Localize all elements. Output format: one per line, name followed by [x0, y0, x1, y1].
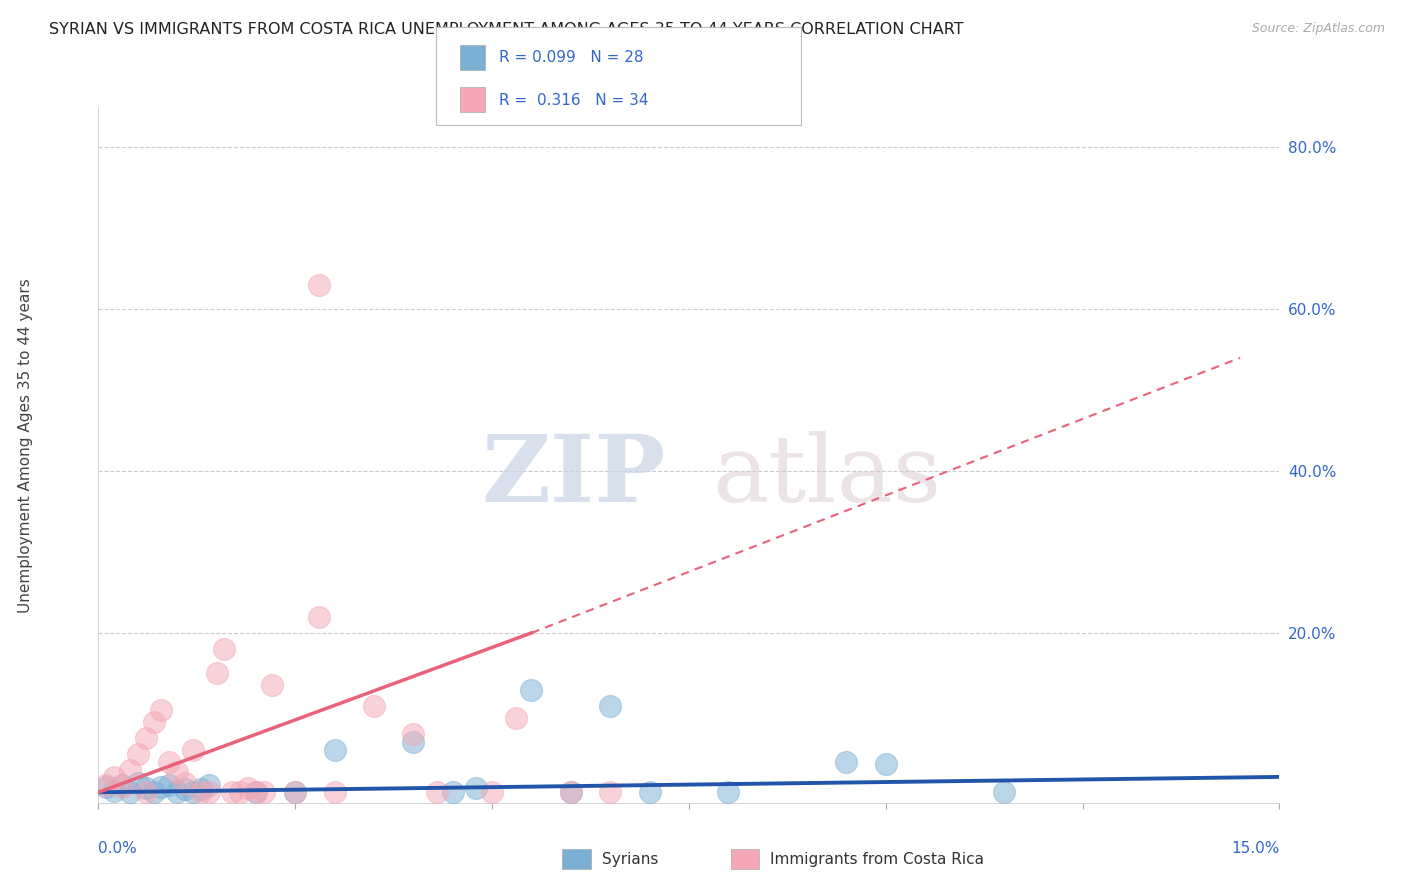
Point [181, 785, 204, 799]
Point [197, 785, 219, 799]
Point [465, 781, 488, 796]
Point [96, 778, 118, 792]
Text: atlas: atlas [713, 431, 942, 521]
Point [520, 682, 543, 697]
Point [260, 678, 283, 692]
Point [638, 785, 661, 799]
Point [150, 780, 173, 794]
Point [127, 775, 149, 789]
Text: 15.0%: 15.0% [1232, 841, 1279, 856]
Point [308, 278, 330, 293]
Point [284, 785, 307, 799]
Point [236, 781, 259, 796]
Text: Unemployment Among Ages 35 to 44 years: Unemployment Among Ages 35 to 44 years [18, 278, 32, 614]
Point [96, 780, 118, 794]
Point [111, 778, 134, 792]
Point [229, 785, 252, 799]
Point [181, 743, 204, 757]
Point [118, 764, 141, 778]
Point [599, 785, 621, 799]
Text: Syrians: Syrians [602, 853, 658, 867]
Point [505, 711, 527, 725]
Point [560, 785, 582, 799]
Point [308, 609, 330, 624]
Point [174, 782, 197, 797]
Point [142, 785, 165, 799]
Point [190, 785, 212, 799]
Point [166, 765, 188, 780]
Point [166, 785, 188, 799]
Point [111, 780, 134, 794]
Point [135, 781, 157, 796]
Point [150, 703, 173, 717]
Point [135, 785, 157, 799]
Point [157, 756, 180, 770]
Text: SYRIAN VS IMMIGRANTS FROM COSTA RICA UNEMPLOYMENT AMONG AGES 35 TO 44 YEARS CORR: SYRIAN VS IMMIGRANTS FROM COSTA RICA UNE… [49, 22, 965, 37]
Point [245, 785, 267, 799]
Point [103, 770, 125, 784]
Point [253, 785, 276, 799]
Point [402, 735, 425, 749]
Text: Immigrants from Costa Rica: Immigrants from Costa Rica [770, 853, 984, 867]
Text: R = 0.099   N = 28: R = 0.099 N = 28 [499, 51, 644, 65]
Point [481, 785, 503, 799]
Point [214, 642, 236, 657]
Text: 0.0%: 0.0% [98, 841, 138, 856]
Point [103, 783, 125, 797]
Point [245, 785, 267, 799]
Point [402, 727, 425, 741]
Point [190, 782, 212, 797]
Point [142, 714, 165, 729]
Point [197, 778, 219, 792]
Point [127, 747, 149, 762]
Point [835, 756, 858, 770]
Point [221, 785, 243, 799]
Point [205, 666, 228, 681]
Text: Source: ZipAtlas.com: Source: ZipAtlas.com [1251, 22, 1385, 36]
Point [157, 778, 180, 792]
Point [426, 785, 449, 799]
Point [323, 743, 346, 757]
Point [560, 785, 582, 799]
Point [441, 785, 464, 799]
Point [363, 698, 385, 713]
Point [284, 785, 307, 799]
Point [323, 785, 346, 799]
Point [993, 785, 1015, 799]
Point [174, 775, 197, 789]
Point [599, 698, 621, 713]
Point [118, 785, 141, 799]
Text: R =  0.316   N = 34: R = 0.316 N = 34 [499, 94, 648, 108]
Point [135, 731, 157, 745]
Text: ZIP: ZIP [481, 431, 665, 521]
Point [717, 785, 740, 799]
Point [875, 756, 897, 771]
